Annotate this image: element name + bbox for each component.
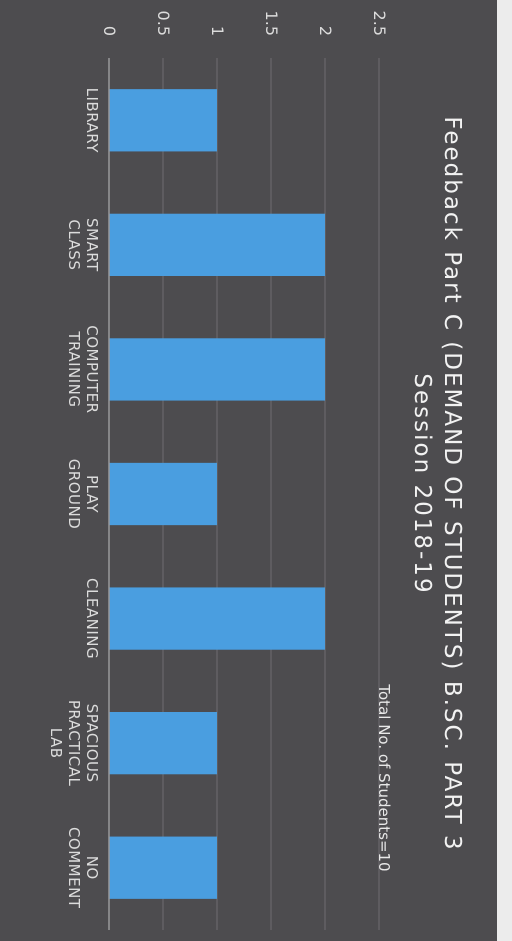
x-tick-label: CLEANING [83,578,101,659]
x-tick-label: LIBRARY [83,88,101,154]
y-tick-label: 1 [208,26,227,36]
y-tick-label: 0.5 [154,11,173,36]
chart-panel: 0 0.5 1 1.5 2 2.5 LIBRARY SMART CLASS COMPUTER TRA… [0,0,497,941]
x-tick-label: LAB [47,728,65,759]
x-tick-label: PLAY [83,475,101,513]
chart-subtitle: Total No. of Students=10 [375,683,393,871]
y-tick-label: 2 [316,26,335,36]
bar [109,338,325,401]
chart-title-line-2: Session 2018-19 [409,373,435,594]
x-tick-label: GROUND [65,459,83,530]
x-tick-label: TRAINING [65,330,83,407]
bars [109,89,325,899]
y-tick-label: 2.5 [370,11,389,36]
bar [109,213,325,276]
bar [109,712,217,775]
bar [109,462,217,526]
bar [109,89,217,152]
chart-title: Feedback Part C (DEMAND OF STUDENTS) B.S… [375,116,465,871]
x-tick-label: SMART [83,218,101,272]
x-tick-label: SPACIOUS [83,704,101,783]
x-tick-label: COMPUTER [83,325,101,413]
chart-title-line-1: Feedback Part C (DEMAND OF STUDENTS) B.S… [439,116,465,851]
x-tick-label: COMMENT [65,827,83,909]
x-tick-label: NO [83,856,101,880]
x-tick-label: CLASS [65,219,83,270]
bar [109,836,217,899]
y-tick-label: 0 [100,26,119,36]
bar [109,587,325,650]
grid-lines [162,58,380,930]
y-tick-label: 1.5 [262,11,281,36]
x-tick-label: PRACTICAL [65,700,83,787]
